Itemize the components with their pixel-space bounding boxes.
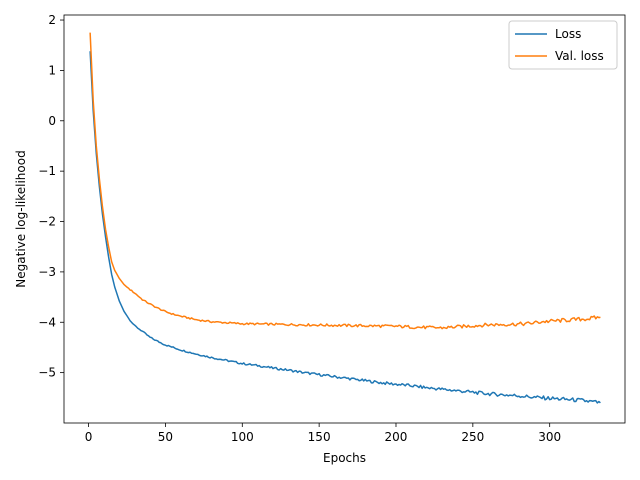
- y-axis-ticks: 2 1 0 −1 −2 −3 −4 −5: [38, 13, 64, 380]
- legend: Loss Val. loss: [508, 20, 618, 70]
- y-tick-label: 1: [48, 63, 56, 77]
- x-tick-label: 50: [158, 430, 173, 444]
- x-tick-label: 250: [461, 430, 484, 444]
- y-tick-label: 0: [48, 114, 56, 128]
- x-tick-label: 150: [308, 430, 331, 444]
- series-layer: [89, 32, 601, 404]
- series-line-val-loss: [89, 32, 601, 330]
- y-axis-title: Negative log-likelihood: [14, 150, 28, 287]
- y-tick-label: −2: [38, 215, 56, 229]
- series-line-loss: [89, 51, 601, 404]
- x-axis-ticks: 0 50 100 150 200 250 300: [85, 423, 561, 444]
- x-tick-label: 100: [231, 430, 254, 444]
- y-tick-label: −1: [38, 164, 56, 178]
- x-tick-label: 0: [85, 430, 93, 444]
- legend-box: [508, 20, 618, 70]
- y-tick-label: −5: [38, 366, 56, 380]
- y-tick-label: −3: [38, 265, 56, 279]
- x-axis-title: Epochs: [323, 451, 366, 465]
- y-tick-label: −4: [38, 315, 56, 329]
- legend-label-val-loss: Val. loss: [555, 49, 604, 63]
- legend-label-loss: Loss: [555, 27, 581, 41]
- x-tick-label: 200: [385, 430, 408, 444]
- y-tick-label: 2: [48, 13, 56, 27]
- plot-frame: [63, 14, 626, 424]
- x-tick-label: 300: [538, 430, 561, 444]
